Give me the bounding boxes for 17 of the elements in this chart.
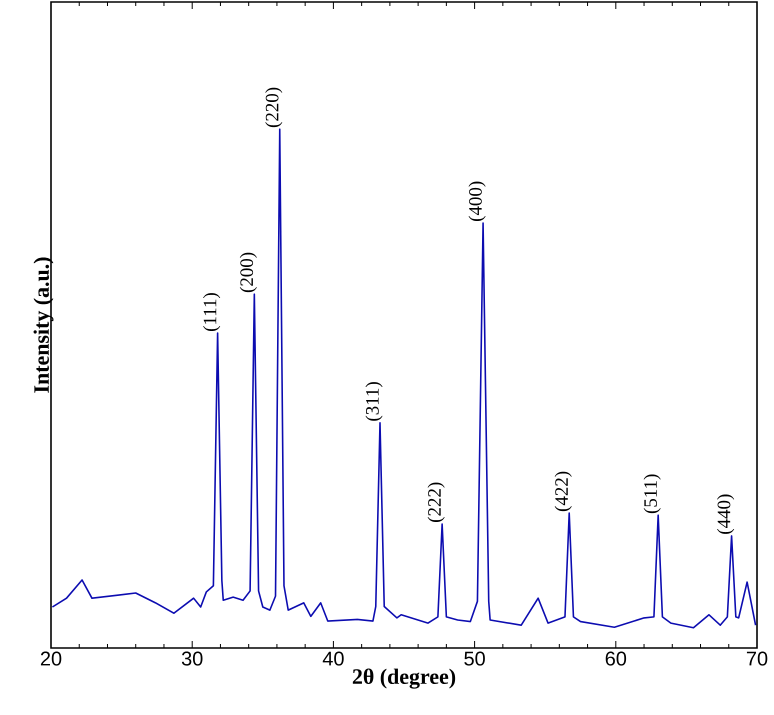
x-tick-label: 70 [746, 652, 768, 666]
x-tick-label: 40 [322, 652, 344, 666]
annotation: (311) [365, 382, 383, 421]
annotation: (222) [428, 482, 445, 522]
annotation: (220) [265, 88, 282, 128]
x-tick-label: 50 [464, 652, 485, 666]
annotation: (200) [240, 252, 257, 292]
annotation: (440) [717, 494, 734, 534]
annotation: (111) [203, 293, 220, 332]
x-tick-label: 20 [40, 652, 62, 666]
x-tick-label: 30 [182, 652, 202, 666]
annotation: (511) [644, 474, 661, 514]
annotation: (422) [554, 472, 572, 512]
x-axis-title: 2θ (degree) [352, 668, 456, 689]
annotation: (400) [468, 182, 486, 222]
y-axis-title: Intensity (a.u.) [34, 257, 54, 393]
x-tick-label: 60 [606, 652, 626, 666]
